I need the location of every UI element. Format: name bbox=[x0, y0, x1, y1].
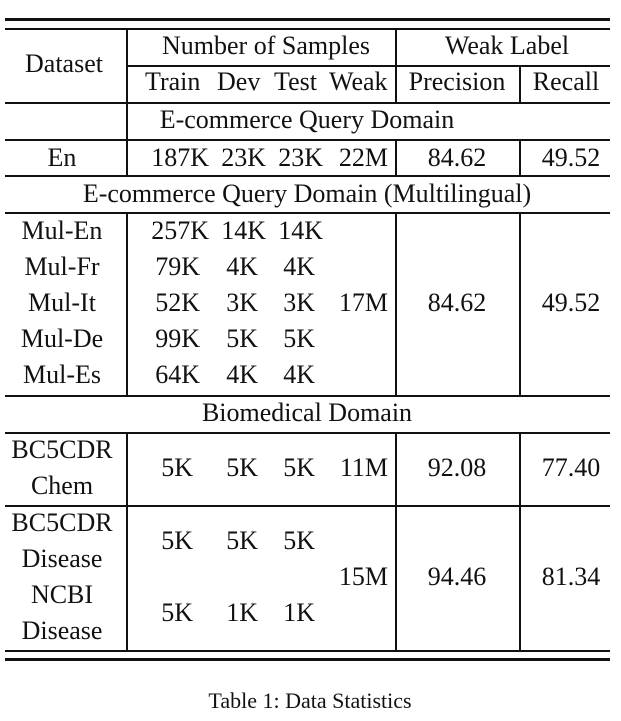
table-caption: Table 1: Data Statistics bbox=[208, 688, 412, 713]
disease-precision: 94.46 bbox=[427, 562, 487, 591]
en-train: 187K bbox=[151, 143, 209, 172]
mul-it-train: 52K bbox=[155, 288, 200, 317]
mul-de-train: 99K bbox=[155, 324, 200, 353]
header-weak-label: Weak Label bbox=[444, 31, 570, 60]
top-rule-inner bbox=[5, 28, 610, 30]
vrule-dataset bbox=[126, 432, 128, 651]
multi-precision: 84.62 bbox=[427, 288, 487, 317]
mul-en-test: 14K bbox=[278, 216, 323, 245]
bc5cdr-chem-precision: 92.08 bbox=[427, 453, 487, 482]
ncbi-disease-dataset-line2: Disease bbox=[21, 616, 103, 645]
mul-de-test: 5K bbox=[283, 324, 315, 353]
multilingual-header-rule bbox=[5, 212, 610, 214]
mul-en-dataset: Mul-En bbox=[21, 216, 103, 245]
header-bottom-rule bbox=[5, 102, 610, 104]
vrule-recall bbox=[519, 139, 521, 176]
bc5cdr-chem-test: 5K bbox=[283, 453, 315, 482]
bc5cdr-disease-dataset-line2: Disease bbox=[21, 544, 103, 573]
multi-recall: 49.52 bbox=[541, 288, 601, 317]
mul-fr-train: 79K bbox=[155, 252, 200, 281]
bc5cdr-disease-dataset-line1: BC5CDR bbox=[11, 508, 113, 537]
ncbi-disease-train: 5K bbox=[161, 598, 193, 627]
header-subrule bbox=[127, 65, 610, 67]
mul-es-dev: 4K bbox=[226, 360, 258, 389]
en-test: 23K bbox=[278, 143, 323, 172]
header-number-of-samples: Number of Samples bbox=[162, 31, 370, 60]
bc5cdr-chem-dataset-line2: Chem bbox=[30, 471, 94, 500]
mul-de-dataset: Mul-De bbox=[20, 324, 104, 353]
biomedical-header-rule bbox=[5, 432, 610, 434]
mul-fr-test: 4K bbox=[283, 252, 315, 281]
section-multilingual: E-commerce Query Domain (Multilingual) bbox=[82, 179, 532, 208]
mul-es-train: 64K bbox=[155, 360, 200, 389]
disease-weak: 15M bbox=[338, 562, 388, 591]
header-weak: Weak bbox=[329, 67, 388, 96]
ncbi-disease-test: 1K bbox=[283, 598, 315, 627]
vrule-dataset bbox=[126, 212, 128, 396]
mul-es-test: 4K bbox=[283, 360, 315, 389]
multilingual-bottom-rule bbox=[5, 395, 610, 397]
en-recall: 49.52 bbox=[541, 143, 601, 172]
mul-fr-dataset: Mul-Fr bbox=[24, 252, 100, 281]
bc5cdr-chem-train: 5K bbox=[161, 453, 193, 482]
bc5cdr-disease-test: 5K bbox=[283, 526, 315, 555]
bc5cdr-chem-recall: 77.40 bbox=[541, 453, 601, 482]
vrule-recall bbox=[519, 432, 521, 651]
vrule-recall bbox=[519, 65, 521, 103]
bc5cdr-chem-weak: 11M bbox=[339, 453, 388, 482]
en-bottom-rule bbox=[5, 175, 610, 177]
header-precision: Precision bbox=[408, 67, 506, 96]
top-rule bbox=[5, 18, 610, 21]
header-test: Test bbox=[274, 67, 317, 96]
mul-it-dataset: Mul-It bbox=[28, 288, 96, 317]
mul-it-dev: 3K bbox=[226, 288, 258, 317]
en-dev: 23K bbox=[221, 143, 266, 172]
en-weak: 22M bbox=[338, 143, 388, 172]
section-biomedical: Biomedical Domain bbox=[201, 398, 413, 427]
header-train: Train bbox=[145, 67, 201, 96]
ncbi-disease-dev: 1K bbox=[226, 598, 258, 627]
vrule-recall bbox=[519, 212, 521, 396]
disease-recall: 81.34 bbox=[541, 562, 601, 591]
vrule-weak-label bbox=[395, 139, 397, 176]
en-dataset: En bbox=[47, 143, 77, 172]
mul-en-dev: 14K bbox=[221, 216, 266, 245]
section-rule bbox=[5, 139, 610, 141]
chem-bottom-rule bbox=[5, 505, 610, 507]
header-dataset: Dataset bbox=[25, 49, 103, 78]
header-recall: Recall bbox=[532, 67, 600, 96]
bc5cdr-chem-dataset-line1: BC5CDR bbox=[11, 435, 113, 464]
vrule-dataset bbox=[126, 28, 128, 140]
mul-de-dev: 5K bbox=[226, 324, 258, 353]
mul-it-test: 3K bbox=[283, 288, 315, 317]
bc5cdr-disease-dev: 5K bbox=[226, 526, 258, 555]
bottom-rule-outer bbox=[5, 658, 610, 661]
en-precision: 84.62 bbox=[427, 143, 487, 172]
vrule-weak-label bbox=[395, 432, 397, 651]
section-ecommerce: E-commerce Query Domain bbox=[159, 105, 455, 134]
vrule-weak-label bbox=[395, 28, 397, 103]
mul-fr-dev: 4K bbox=[226, 252, 258, 281]
mul-en-train: 257K bbox=[151, 216, 209, 245]
multi-weak: 17M bbox=[338, 288, 388, 317]
mul-es-dataset: Mul-Es bbox=[23, 360, 101, 389]
bc5cdr-disease-train: 5K bbox=[161, 526, 193, 555]
bottom-rule bbox=[5, 650, 610, 652]
vrule-dataset bbox=[126, 139, 128, 176]
header-dev: Dev bbox=[217, 67, 261, 96]
vrule-weak-label bbox=[395, 212, 397, 396]
ncbi-disease-dataset-line1: NCBI bbox=[30, 580, 94, 609]
bc5cdr-chem-dev: 5K bbox=[226, 453, 258, 482]
